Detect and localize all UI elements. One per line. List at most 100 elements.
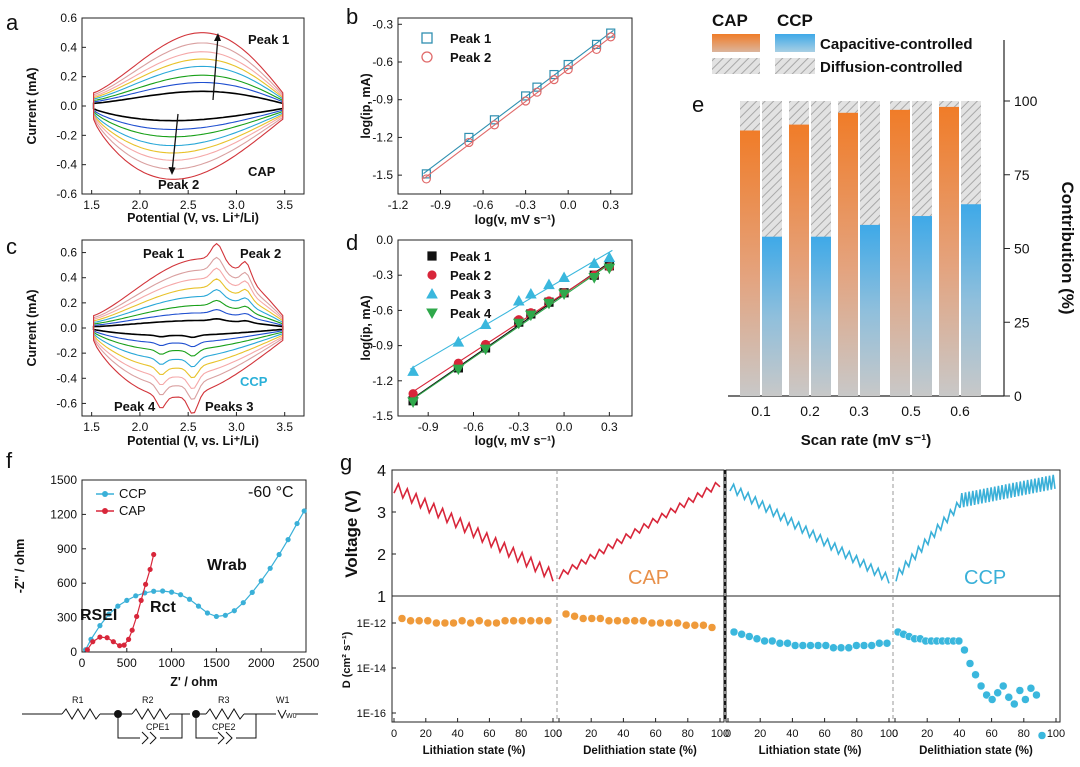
panel-e-bar-cap-capacitive-3 [890, 109, 910, 396]
panel-e-legend-swatch-ccp-diffusion [775, 58, 815, 74]
panel-d-ytick-1: -1.2 [372, 374, 393, 388]
panel-g-ccp-d-delith-point-14 [971, 670, 980, 679]
circuit-label-r1: R1 [72, 695, 84, 705]
panel-a-cv-curve-5 [93, 51, 284, 161]
panel-g-ccp-delith-xtick-5: 100 [1047, 728, 1065, 740]
panel-a-ytick-4: 0.2 [60, 70, 77, 84]
panel-g-cap-d-delith-point-6 [613, 616, 622, 625]
panel-g-cap-d-delith-point-0 [561, 609, 571, 619]
panel-e-xtick-0: 0.1 [751, 403, 771, 419]
panel-d-content [407, 249, 616, 408]
panel-g-cap-d-lith-point-3 [423, 616, 433, 625]
panel-f-ytick-4: 1200 [50, 507, 77, 521]
panel-f-annot-wrab: Wrab [207, 557, 247, 574]
panel-b-point-s0-2 [489, 115, 500, 125]
panel-d-ytick-4: -0.3 [372, 268, 393, 282]
panel-g-xlabel-cap-lith: Lithiation state (%) [423, 745, 526, 757]
panel-f-point-s0-5 [124, 597, 130, 604]
panel-c-ytick-5: 0.4 [60, 271, 77, 285]
panel-g-ccp-lith-xtick-0: 0 [725, 728, 731, 740]
panel-c-xtick-2: 2.5 [180, 420, 197, 434]
panel-g-cap-delith-xtick-0: 0 [556, 728, 562, 740]
panel-e-xtick-2: 0.3 [849, 403, 869, 419]
panel-g-cap-d-delith-point-5 [604, 616, 614, 625]
panel-f-ytick-1: 300 [57, 611, 77, 625]
panel-a-xtick-1: 2.0 [132, 198, 149, 212]
panel-f-point-s1-13 [151, 551, 157, 558]
panel-f-point-s0-9 [160, 588, 166, 594]
panel-g-dtick-1: 1E-14 [357, 663, 386, 675]
panel-c-xtick-1: 2.0 [132, 420, 149, 434]
panel-g-ccp-d-lith-point-3 [752, 634, 762, 643]
panel-f-point-s0-4 [115, 603, 121, 609]
panel-g-ylabel-d: D (cm² s⁻¹) [341, 631, 353, 688]
panel-e: CAP CCP Capacitive-controlled Diffusion-… [712, 11, 1077, 449]
panel-g-ccp-d-lith-point-14 [836, 643, 846, 652]
panel-g-ccp-d-lith-point-0 [729, 627, 739, 637]
panel-d-point-s3-0 [407, 397, 419, 408]
panel-g-ccp-d-delith-point-17 [987, 695, 997, 704]
panel-f-point-s1-0 [84, 647, 90, 653]
panel-g-ccp-d-lith-point-16 [852, 641, 861, 650]
panel-c-annot-ccp: CCP [240, 374, 268, 389]
panel-b-point-s0-1 [464, 132, 474, 143]
panel-e-bar-ccp-capacitive-3 [912, 216, 932, 396]
panel-a-arrow-up [212, 35, 219, 101]
panel-f-point-s0-11 [177, 592, 184, 598]
panel-g-ccp-delith-xtick-4: 80 [1018, 728, 1030, 740]
panel-f-point-s0-8 [151, 588, 157, 594]
panel-a-curves [92, 32, 284, 180]
panel-f-ytick-2: 600 [57, 576, 77, 590]
panel-d-point-s2-2 [479, 318, 492, 329]
panel-b-ytick-4: -0.3 [372, 17, 393, 31]
panel-d-point-s2-4 [525, 287, 537, 299]
panel-g-cap-d-lith-point-14 [517, 616, 527, 625]
panel-g-ccp-voltage-delith-a [895, 500, 961, 582]
panel-letter-a: a [6, 10, 19, 35]
panel-f-frame [81, 479, 307, 653]
panel-b-point-s0-6 [563, 59, 573, 70]
equivalent-circuit: R1 R2 CPE1 R3 CPE2 W1 W0 [22, 695, 318, 745]
panel-f-xtick-4: 2000 [248, 656, 275, 670]
panel-c-xtick-4: 3.5 [276, 420, 293, 434]
panel-d-ytick-5: 0.0 [376, 233, 393, 247]
panel-g-cap-voltage-delith [558, 481, 721, 580]
panel-a-ytick-5: 0.4 [60, 40, 77, 54]
panel-e-ytick-3: 75 [1014, 167, 1030, 183]
panel-g-ccp-d-lith-point-9 [798, 641, 808, 650]
panel-g-xlabel-ccp-delith: Delithiation state (%) [919, 745, 1033, 757]
panel-d-fit-line-2 [409, 249, 613, 370]
panel-g-cap-d-lith-point-13 [509, 616, 518, 625]
panel-f-point-s1-4 [110, 639, 116, 645]
panel-f-point-s0-23 [285, 537, 291, 543]
panel-d-point-s2-1 [452, 336, 465, 347]
panel-e-ytick-2: 50 [1014, 241, 1030, 257]
panel-f-ytick-5: 1500 [50, 473, 77, 487]
panel-b-point-s0-5 [549, 69, 559, 80]
panel-b-frame [397, 17, 633, 195]
panel-c-annot-peak1: Peak 1 [143, 246, 184, 261]
panel-b-fit-line-1 [423, 34, 614, 180]
panel-b-point-s1-3 [521, 96, 531, 106]
panel-g-ccp-d-delith-point-24 [1026, 684, 1036, 693]
circuit-label-cpe2: CPE2 [212, 722, 236, 732]
panel-g-ccp-d-lith-point-20 [882, 639, 892, 648]
panel-e-xlabel: Scan rate (mV s⁻¹) [801, 432, 931, 449]
panel-d-ticks: -0.9 -0.6 -0.3 0.0 0.3 -1.5 -1.2 -0.9 -0.6 -0.3 0.… [372, 233, 618, 434]
panel-g-ccp-d-lith-point-13 [829, 643, 838, 652]
panel-e-bar-ccp-capacitive-2 [860, 224, 880, 396]
panel-g-cap-d-delith-point-15 [690, 621, 700, 630]
panel-f-xtick-0: 0 [79, 656, 86, 670]
panel-b-legend-peak2: Peak 2 [450, 50, 491, 65]
panel-g-ccp-delith-xtick-2: 40 [953, 728, 965, 740]
panel-g-ccp-d-lith-point-2 [745, 632, 754, 641]
panel-e-bar-ccp-capacitive-0 [762, 236, 782, 396]
panel-a-ytick-2: -0.2 [56, 128, 77, 142]
panel-f-point-s0-17 [231, 608, 237, 614]
panel-b-ytick-2: -0.9 [372, 93, 393, 107]
panel-c-annot-peak4: Peak 4 [114, 399, 156, 414]
panel-letter-f: f [6, 448, 13, 473]
panel-c-ytick-0: -0.6 [56, 396, 77, 410]
panel-a-arrow-down [171, 113, 179, 173]
